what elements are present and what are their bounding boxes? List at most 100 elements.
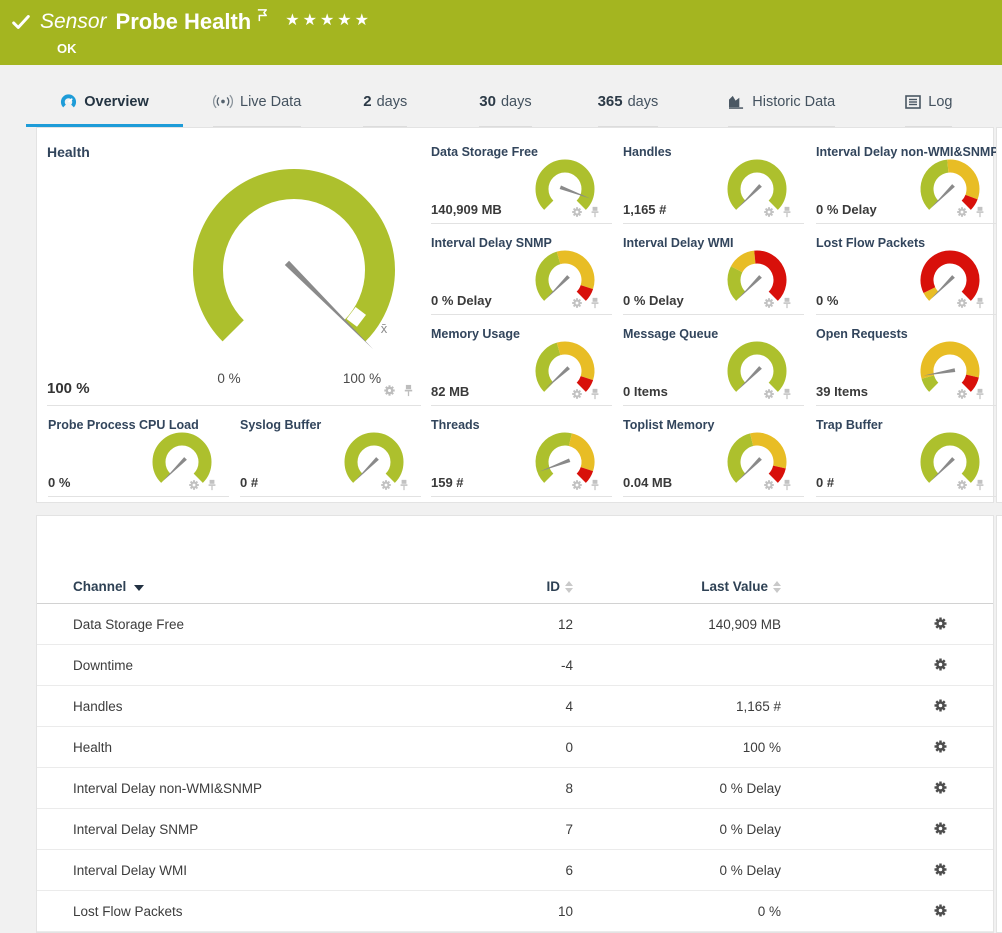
- gauge-settings-gear-icon[interactable]: [571, 478, 584, 491]
- gauge-settings-gear-icon[interactable]: [763, 387, 776, 400]
- gauge-settings-gear-icon[interactable]: [763, 296, 776, 309]
- gauge-settings-gear-icon[interactable]: [383, 384, 396, 397]
- mini-gauge-value: 0.04 MB: [623, 475, 672, 490]
- channel-table-row[interactable]: Handles 4 1,165 #: [37, 686, 993, 727]
- gauge-pin-icon[interactable]: [589, 478, 602, 491]
- mini-gauge-cell-open-requests[interactable]: Open Requests 39 Items: [816, 324, 997, 406]
- channel-name[interactable]: Interval Delay SNMP: [73, 822, 198, 837]
- mini-gauge-cell-probe-process-cpu-load[interactable]: Probe Process CPU Load 0 %: [48, 415, 229, 497]
- gauge-pin-icon[interactable]: [781, 296, 794, 309]
- mini-gauge-title: Trap Buffer: [816, 418, 883, 432]
- channel-table-row[interactable]: Downtime -4: [37, 645, 993, 686]
- channel-settings-gear-icon[interactable]: [933, 739, 949, 755]
- gauge-settings-gear-icon[interactable]: [571, 387, 584, 400]
- mini-gauge-title: Handles: [623, 145, 672, 159]
- channel-table-row[interactable]: Interval Delay non-WMI&SNMP 8 0 % Delay: [37, 768, 993, 809]
- gauge-pin-icon[interactable]: [402, 384, 415, 397]
- gauge-settings-gear-icon[interactable]: [763, 478, 776, 491]
- mini-gauge-cell-syslog-buffer[interactable]: Syslog Buffer 0 #: [240, 415, 421, 497]
- channel-id: 8: [565, 781, 573, 796]
- mini-gauge-value: 1,165 #: [623, 202, 666, 217]
- gauge-pin-icon[interactable]: [589, 296, 602, 309]
- column-header-channel[interactable]: Channel: [73, 579, 126, 594]
- channel-settings-gear-icon[interactable]: [933, 616, 949, 632]
- channel-name[interactable]: Interval Delay WMI: [73, 863, 187, 878]
- channel-table-row[interactable]: Data Storage Free 12 140,909 MB: [37, 604, 993, 645]
- mini-gauge-cell-memory-usage[interactable]: Memory Usage 82 MB: [431, 324, 612, 406]
- gauge-pin-icon[interactable]: [589, 387, 602, 400]
- gauge-pin-icon[interactable]: [974, 478, 987, 491]
- channel-table-row[interactable]: Interval Delay SNMP 7 0 % Delay: [37, 809, 993, 850]
- gauge-pin-icon[interactable]: [781, 205, 794, 218]
- column-header-last-value[interactable]: Last Value: [701, 579, 768, 594]
- live-icon: [213, 94, 233, 109]
- divider: [47, 405, 421, 406]
- mini-gauge-cell-threads[interactable]: Threads 159 #: [431, 415, 612, 497]
- channel-name[interactable]: Data Storage Free: [73, 617, 184, 632]
- gauge-settings-gear-icon[interactable]: [571, 205, 584, 218]
- mini-gauge-title: Toplist Memory: [623, 418, 714, 432]
- channel-name[interactable]: Lost Flow Packets: [73, 904, 183, 919]
- column-header-id[interactable]: ID: [547, 579, 561, 594]
- channel-settings-gear-icon[interactable]: [933, 862, 949, 878]
- gauge-pin-icon[interactable]: [781, 478, 794, 491]
- gauge-settings-gear-icon[interactable]: [571, 296, 584, 309]
- mini-gauge-cell-interval-delay-snmp[interactable]: Interval Delay SNMP 0 % Delay: [431, 233, 612, 315]
- channel-last-value: 0 % Delay: [719, 863, 781, 878]
- mini-gauge-cell-toplist-memory[interactable]: Toplist Memory 0.04 MB: [623, 415, 804, 497]
- log-icon: [905, 95, 921, 109]
- mini-gauge-cell-data-storage-free[interactable]: Data Storage Free 140,909 MB: [431, 142, 612, 224]
- channel-last-value: 0 %: [758, 904, 781, 919]
- channel-name[interactable]: Handles: [73, 699, 123, 714]
- channel-settings-gear-icon[interactable]: [933, 821, 949, 837]
- channel-last-value: 0 % Delay: [719, 822, 781, 837]
- channel-sort-caret-icon[interactable]: [134, 585, 144, 591]
- channel-settings-gear-icon[interactable]: [933, 698, 949, 714]
- gauge-pin-icon[interactable]: [589, 205, 602, 218]
- gauge-settings-gear-icon[interactable]: [956, 387, 969, 400]
- tab-30-days[interactable]: 30 days: [479, 87, 531, 127]
- tab-365-days[interactable]: 365 days: [598, 87, 659, 127]
- clipped-panel-edge: [996, 515, 1002, 933]
- gauge-pin-icon[interactable]: [974, 387, 987, 400]
- channel-id: 4: [565, 699, 573, 714]
- mini-gauge-cell-lost-flow-packets[interactable]: Lost Flow Packets 0 %: [816, 233, 997, 315]
- gauge-pin-icon[interactable]: [398, 478, 411, 491]
- id-sort-icon[interactable]: [565, 581, 573, 593]
- channel-name[interactable]: Downtime: [73, 658, 133, 673]
- channel-settings-gear-icon[interactable]: [933, 903, 949, 919]
- channel-table-row[interactable]: Health 0 100 %: [37, 727, 993, 768]
- health-gauge-panel[interactable]: Health x̄ 0 % 100 % 100 %: [37, 128, 431, 418]
- gauge-pin-icon[interactable]: [206, 478, 219, 491]
- channel-table-row[interactable]: Lost Flow Packets 10 0 %: [37, 891, 993, 932]
- channel-settings-gear-icon[interactable]: [933, 657, 949, 673]
- mini-gauge-cell-message-queue[interactable]: Message Queue 0 Items: [623, 324, 804, 406]
- gauge-settings-gear-icon[interactable]: [956, 296, 969, 309]
- tab-historic-data[interactable]: Historic Data: [728, 87, 835, 127]
- gauge-pin-icon[interactable]: [974, 296, 987, 309]
- channel-name[interactable]: Health: [73, 740, 112, 755]
- last-value-sort-icon[interactable]: [773, 581, 781, 593]
- mini-gauge-cell-handles[interactable]: Handles 1,165 #: [623, 142, 804, 224]
- channel-table-row[interactable]: Interval Delay WMI 6 0 % Delay: [37, 850, 993, 891]
- tab-live-data[interactable]: Live Data: [213, 87, 301, 127]
- gauge-pin-icon[interactable]: [781, 387, 794, 400]
- gauge-icon: [60, 93, 77, 110]
- mini-gauge-cell-interval-delay-non-wmi-snmp[interactable]: Interval Delay non-WMI&SNMP 0 % Delay: [816, 142, 997, 224]
- tab-overview[interactable]: Overview: [26, 87, 183, 127]
- tab-2-days[interactable]: 2 days: [363, 87, 407, 127]
- priority-flag-icon[interactable]: [256, 9, 269, 22]
- gauge-settings-gear-icon[interactable]: [956, 478, 969, 491]
- mini-gauge-cell-interval-delay-wmi[interactable]: Interval Delay WMI 0 % Delay: [623, 233, 804, 315]
- gauge-pin-icon[interactable]: [974, 205, 987, 218]
- tab-log[interactable]: Log: [905, 87, 952, 127]
- mini-gauge-cell-trap-buffer[interactable]: Trap Buffer 0 #: [816, 415, 997, 497]
- gauge-settings-gear-icon[interactable]: [380, 478, 393, 491]
- mini-gauge-value: 140,909 MB: [431, 202, 502, 217]
- gauge-settings-gear-icon[interactable]: [956, 205, 969, 218]
- priority-stars[interactable]: ★★★★★: [285, 10, 372, 30]
- channel-settings-gear-icon[interactable]: [933, 780, 949, 796]
- channel-name[interactable]: Interval Delay non-WMI&SNMP: [73, 781, 262, 796]
- gauge-settings-gear-icon[interactable]: [763, 205, 776, 218]
- gauge-settings-gear-icon[interactable]: [188, 478, 201, 491]
